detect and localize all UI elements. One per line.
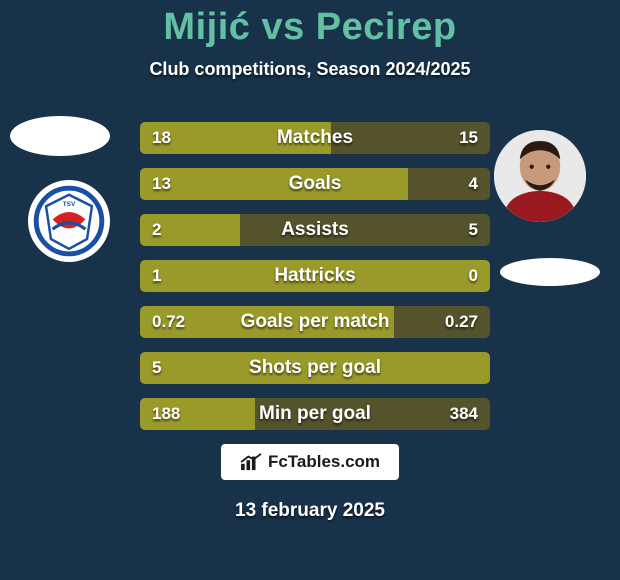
stat-value-right: 0	[457, 260, 490, 292]
stat-value-right: 384	[438, 398, 490, 430]
stat-fill-left	[140, 352, 490, 384]
stat-row: 25Assists	[140, 214, 490, 246]
date-label: 13 february 2025	[0, 500, 620, 522]
stat-value-right	[466, 352, 490, 384]
club-right-logo	[500, 258, 600, 286]
page-title: Mijić vs Pecirep	[0, 0, 620, 49]
player-right-avatar	[494, 130, 586, 222]
stat-fill-left	[140, 260, 490, 292]
stat-value-left: 5	[140, 352, 173, 384]
brand-text: FcTables.com	[268, 452, 380, 472]
club-left-logo: TSV	[28, 180, 110, 262]
stat-value-right: 4	[457, 168, 490, 200]
brand-icon	[240, 453, 262, 471]
stat-value-left: 188	[140, 398, 192, 430]
stat-row: 134Goals	[140, 168, 490, 200]
stat-value-right: 5	[457, 214, 490, 246]
player-left-avatar	[10, 116, 110, 156]
stat-value-left: 13	[140, 168, 183, 200]
brand-badge: FcTables.com	[221, 444, 399, 480]
stat-row: 0.720.27Goals per match	[140, 306, 490, 338]
stat-value-left: 18	[140, 122, 183, 154]
player-right-avatar-svg	[494, 130, 586, 222]
stat-value-right: 0.27	[433, 306, 490, 338]
stat-value-left: 2	[140, 214, 173, 246]
stat-row: 5Shots per goal	[140, 352, 490, 384]
stat-value-left: 1	[140, 260, 173, 292]
comparison-bars: 1815Matches134Goals25Assists10Hattricks0…	[140, 122, 490, 444]
page-subtitle: Club competitions, Season 2024/2025	[0, 59, 620, 80]
club-left-name: TSV	[63, 201, 76, 208]
stat-row: 1815Matches	[140, 122, 490, 154]
stat-row: 188384Min per goal	[140, 398, 490, 430]
club-left-logo-svg: TSV	[28, 180, 110, 262]
content-root: Mijić vs Pecirep Club competitions, Seas…	[0, 0, 620, 580]
stat-row: 10Hattricks	[140, 260, 490, 292]
stat-value-right: 15	[447, 122, 490, 154]
stat-value-left: 0.72	[140, 306, 197, 338]
